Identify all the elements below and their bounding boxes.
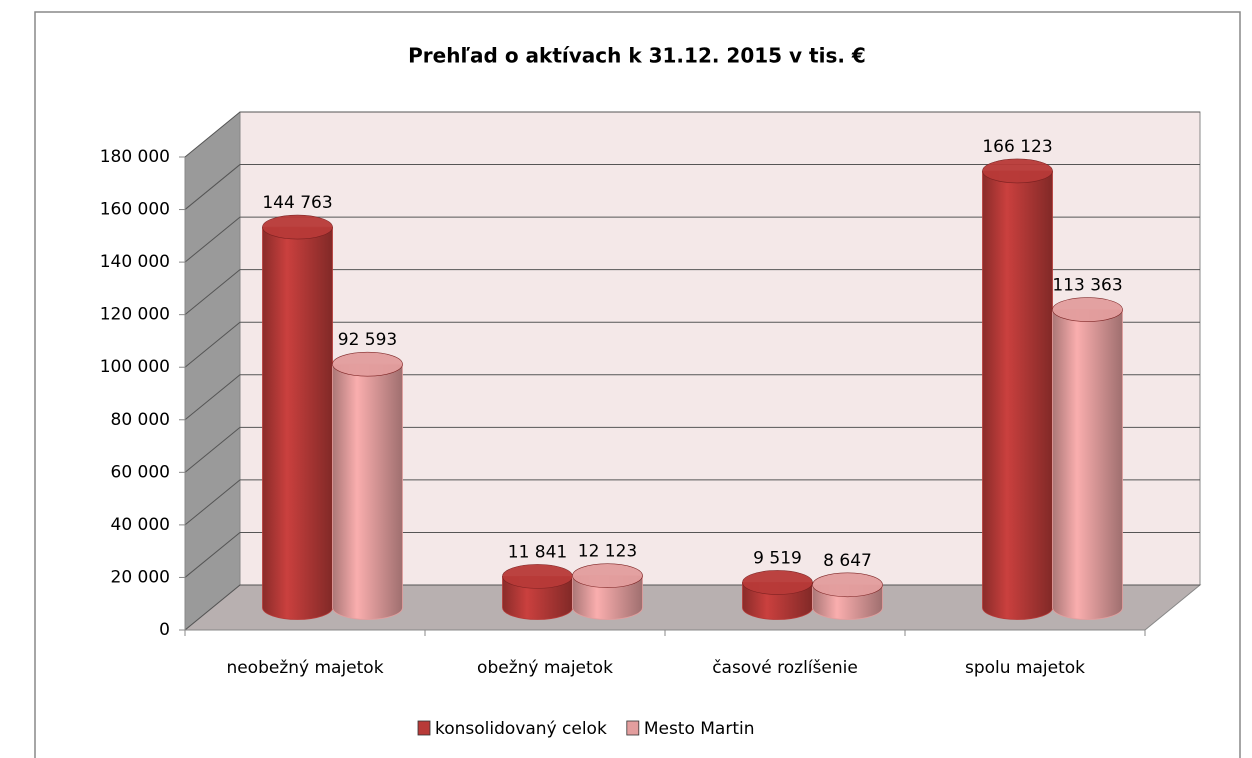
y-tick-label: 100 000 <box>100 357 170 377</box>
grid-line <box>184 269 1200 316</box>
grid-line <box>184 479 1200 526</box>
y-tick-label: 180 000 <box>100 147 170 167</box>
grid-line <box>184 321 1200 368</box>
value-label: 9 519 <box>753 548 802 568</box>
y-tick-label: 60 000 <box>111 462 170 482</box>
cylinder <box>1052 309 1123 620</box>
legend-swatch <box>417 720 431 736</box>
x-tick-label: časové rozlíšenie <box>712 658 858 678</box>
cylinder-top <box>812 572 883 598</box>
grid-line <box>184 164 1200 210</box>
legend-label: Mesto Martin <box>644 719 755 739</box>
cylinder <box>572 575 643 620</box>
value-label: 144 763 <box>262 193 332 213</box>
chart-title: Prehľad o aktívach k 31.12. 2015 v tis. … <box>408 44 866 68</box>
x-tick-label: spolu majetok <box>965 658 1085 678</box>
cylinder <box>982 170 1053 620</box>
x-tick-label: neobežný majetok <box>226 658 383 678</box>
y-tick-label: 0 <box>159 620 170 640</box>
cylinder-top <box>982 158 1053 184</box>
cylinder-top <box>572 563 643 588</box>
y-tick-label: 120 000 <box>100 305 170 325</box>
y-tick-label: 20 000 <box>111 567 170 587</box>
cylinder-top <box>742 570 813 595</box>
value-label: 11 841 <box>508 542 567 562</box>
value-label: 12 123 <box>578 542 637 562</box>
cylinder <box>502 575 573 620</box>
y-tick-label: 140 000 <box>100 252 170 272</box>
y-tick-label: 80 000 <box>111 410 170 430</box>
legend-label: konsolidovaný celok <box>435 719 607 739</box>
cylinder <box>262 226 333 620</box>
grid-line <box>184 111 1200 158</box>
y-tick-label: 160 000 <box>100 200 170 220</box>
cylinder-top <box>262 214 333 240</box>
cylinder-top <box>332 351 403 377</box>
grid-line <box>184 426 1200 473</box>
cylinder-top <box>1052 297 1123 322</box>
x-tick-label: obežný majetok <box>477 658 613 678</box>
value-label: 166 123 <box>982 137 1052 157</box>
legend-swatch <box>626 720 640 736</box>
value-label: 92 593 <box>338 330 397 350</box>
side-wall <box>185 112 240 630</box>
value-label: 8 647 <box>823 551 872 571</box>
grid-line <box>184 374 1200 421</box>
cylinder-top <box>502 564 573 589</box>
grid-line <box>184 216 1200 263</box>
grid-line <box>184 531 1200 578</box>
y-tick-label: 40 000 <box>111 515 170 535</box>
value-label: 113 363 <box>1052 276 1122 296</box>
cylinder <box>332 363 403 620</box>
